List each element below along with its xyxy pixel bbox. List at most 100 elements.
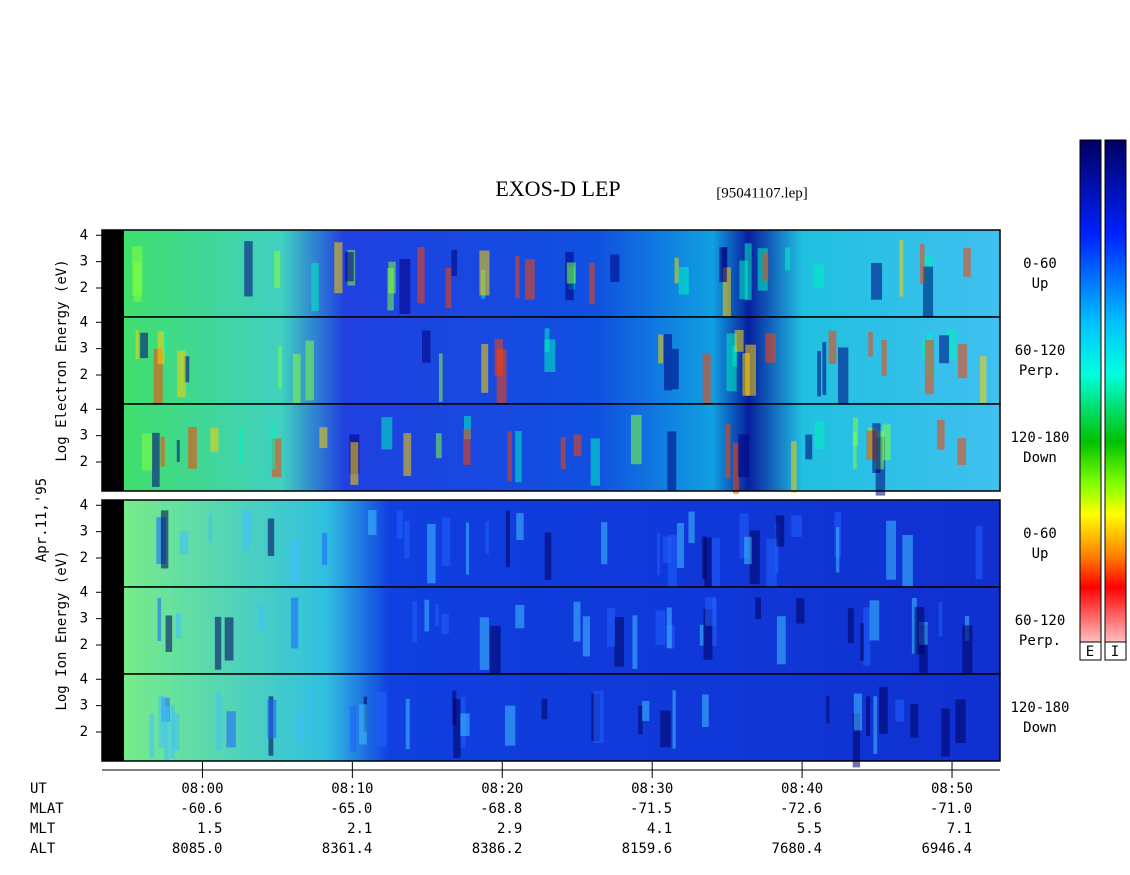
spectrogram-feature: [589, 262, 595, 305]
spectrogram-feature: [866, 430, 877, 460]
spectrogram-feature: [919, 244, 925, 284]
spectrogram-feature: [979, 355, 987, 415]
spectrogram-feature: [451, 249, 458, 277]
ephemeris-value: 8085.0: [172, 841, 223, 857]
spectrogram-feature: [141, 433, 153, 471]
colorbar-label: E: [1086, 644, 1094, 660]
spectrogram-feature: [749, 530, 760, 585]
spectrogram-feature: [427, 523, 436, 584]
spectrogram-feature: [485, 521, 490, 554]
spectrogram-feature: [177, 350, 186, 398]
spectrogram-feature: [294, 713, 304, 744]
spectrogram-feature: [350, 442, 359, 485]
spectrogram-feature: [516, 513, 524, 540]
ephemeris-value: -60.6: [180, 801, 222, 817]
spectrogram-feature: [732, 442, 740, 494]
spectrogram-feature: [153, 348, 163, 405]
spectrogram-feature: [460, 713, 470, 737]
spectrogram-feature: [292, 353, 301, 407]
x-tick-label: 08:10: [331, 781, 373, 797]
spectrogram-feature: [319, 427, 328, 449]
file-name: [95041107.lep]: [716, 185, 808, 201]
y-tick-label: 3: [80, 524, 88, 540]
spectrogram-feature: [939, 335, 950, 364]
spectrogram-feature: [895, 699, 905, 722]
ephemeris-value: 1.5: [197, 821, 222, 837]
spectrogram-feature: [445, 267, 452, 309]
spectrogram-feature: [957, 438, 967, 465]
colorbar-label-box: [1079, 641, 1102, 661]
spectrogram-feature: [438, 353, 443, 402]
spectrogram-feature: [676, 522, 684, 568]
spectrogram-feature: [267, 518, 275, 556]
spectrogram-feature: [582, 616, 590, 657]
spectrogram-feature: [922, 338, 926, 360]
spectrogram-feature: [872, 423, 881, 474]
spectrogram-feature: [667, 431, 677, 491]
ephemeris-value: 2.9: [497, 821, 522, 837]
colorbar: [1079, 139, 1102, 661]
colorbar: [1104, 139, 1127, 661]
spectrogram-feature: [465, 522, 470, 575]
spectrogram-feature: [910, 704, 919, 738]
spectrogram-feature: [688, 511, 695, 544]
spectrogram-feature: [776, 616, 786, 665]
spectrogram-feature: [149, 713, 155, 758]
spectrogram-feature: [541, 698, 548, 720]
spectrogram-feature: [873, 696, 878, 754]
spectrogram-feature: [381, 417, 393, 450]
spectrogram-feature: [702, 353, 711, 408]
spectrogram-feature: [766, 538, 777, 596]
spectrogram-feature: [796, 598, 805, 624]
spectrogram-feature: [722, 267, 731, 324]
spectrogram-feature: [152, 432, 160, 487]
y-axis-label: Log Ion Energy (eV): [54, 550, 70, 710]
spectrogram-feature: [785, 247, 791, 271]
spectrogram-feature: [157, 331, 165, 365]
spectrogram-feature: [725, 423, 731, 479]
spectrogram-feature: [496, 348, 507, 406]
spectrogram-feature: [160, 510, 169, 569]
spectrogram-feature: [853, 693, 863, 731]
y-tick-label: 2: [80, 454, 88, 470]
spectrogram-feature: [544, 339, 556, 372]
spectrogram-feature: [405, 698, 410, 750]
spectrogram-feature: [963, 247, 971, 277]
spectrogram-feature: [566, 262, 576, 284]
spectrogram-feature: [902, 534, 913, 595]
y-tick-label: 2: [80, 367, 88, 383]
spectrogram-feature: [214, 616, 222, 670]
spectrogram-feature: [666, 607, 672, 649]
panel-frame: [101, 673, 1001, 762]
spectrogram-feature: [642, 700, 650, 722]
spectrogram-feature: [424, 599, 430, 632]
spectrogram-feature: [658, 334, 663, 364]
spectrogram-feature: [463, 429, 471, 465]
panel-frame: [101, 403, 1001, 492]
spectrogram-feature: [248, 511, 253, 543]
spectrogram-feature: [208, 513, 212, 543]
spectrogram-feature: [657, 532, 661, 576]
y-tick-label: 4: [80, 584, 88, 600]
spectrogram-feature: [852, 713, 861, 768]
direction: Down: [1023, 720, 1057, 736]
spectrogram-feature: [937, 419, 945, 450]
spectrogram-feature: [163, 330, 168, 354]
x-tick-label: 08:50: [931, 781, 973, 797]
spectrogram-feature: [258, 605, 265, 632]
spectrogram-feature: [631, 414, 642, 465]
spectrogram-feature: [349, 706, 357, 752]
spectrogram-feature: [305, 340, 314, 401]
spectrogram-feature: [822, 342, 827, 395]
direction: Down: [1023, 450, 1057, 466]
y-tick-label: 3: [80, 698, 88, 714]
spectrogram-feature: [607, 607, 616, 647]
spectrogram-feature: [721, 247, 727, 283]
spectrogram-feature: [210, 427, 219, 452]
spectrogram-feature: [911, 598, 917, 654]
spectrogram-feature: [170, 704, 175, 759]
spectrogram-feature: [745, 344, 756, 396]
spectrogram-feature: [435, 604, 440, 627]
data-gap: [102, 674, 124, 761]
spectrogram-feature: [674, 257, 679, 284]
